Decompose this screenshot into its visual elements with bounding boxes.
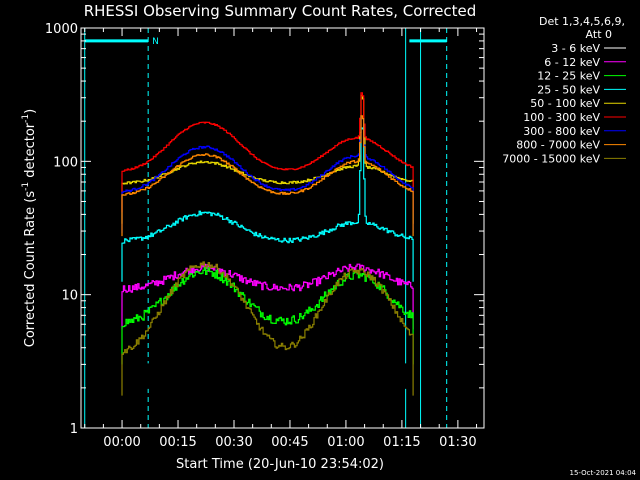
night-label: N: [152, 37, 159, 47]
x-tick-label: 01:00: [327, 435, 364, 450]
x-tick-label: 01:30: [439, 435, 476, 450]
x-tick-label: 00:30: [215, 435, 252, 450]
plot-marks: N: [84, 28, 448, 428]
series-line-0: [122, 293, 415, 428]
footer-timestamp: 15-Oct-2021 04:04: [570, 469, 637, 477]
legend-label-6: 300 - 800 keV: [523, 125, 600, 138]
x-tick-label: 01:15: [383, 435, 420, 450]
series-line-5: [121, 92, 414, 213]
legend-header-line1: Det 1,3,4,5,6,9,: [539, 15, 625, 28]
legend-label-5: 100 - 300 keV: [523, 111, 600, 124]
y-tick-label: 1000: [45, 22, 78, 37]
x-axis: 00:00 00:15 00:30 00:45 01:00 01:15 01:30: [84, 28, 478, 450]
legend-header-line2: Att 0: [586, 28, 612, 41]
y-tick-label: 100: [53, 155, 78, 170]
legend-label-4: 50 - 100 keV: [530, 97, 600, 110]
legend-label-3: 25 - 50 keV: [537, 83, 600, 96]
y-axis: 1 10 100 1000: [45, 22, 484, 437]
x-tick-label: 00:15: [159, 435, 196, 450]
series-line-8: [121, 261, 414, 396]
plot-frame: [80, 27, 485, 429]
legend-label-7: 800 - 7000 keV: [516, 139, 600, 152]
y-axis-label: Corrected Count Rate (s-1 detector-1): [21, 109, 38, 347]
series-line-1: [121, 263, 414, 330]
legend-label-1: 6 - 12 keV: [544, 56, 600, 69]
chart-title: RHESSI Observing Summary Count Rates, Co…: [84, 2, 477, 20]
x-axis-label: Start Time (20-Jun-10 23:54:02): [176, 457, 384, 472]
x-tick-label: 00:00: [103, 435, 140, 450]
legend-label-8: 7000 - 15000 keV: [502, 152, 600, 165]
series-line-7: [121, 115, 414, 237]
x-tick-label: 00:45: [271, 435, 308, 450]
legend-label-2: 12 - 25 keV: [537, 70, 600, 83]
y-tick-label: 10: [61, 289, 78, 304]
y-tick-label: 1: [70, 422, 78, 437]
series-line-3: [121, 127, 414, 282]
legend-label-0: 3 - 6 keV: [551, 42, 600, 55]
